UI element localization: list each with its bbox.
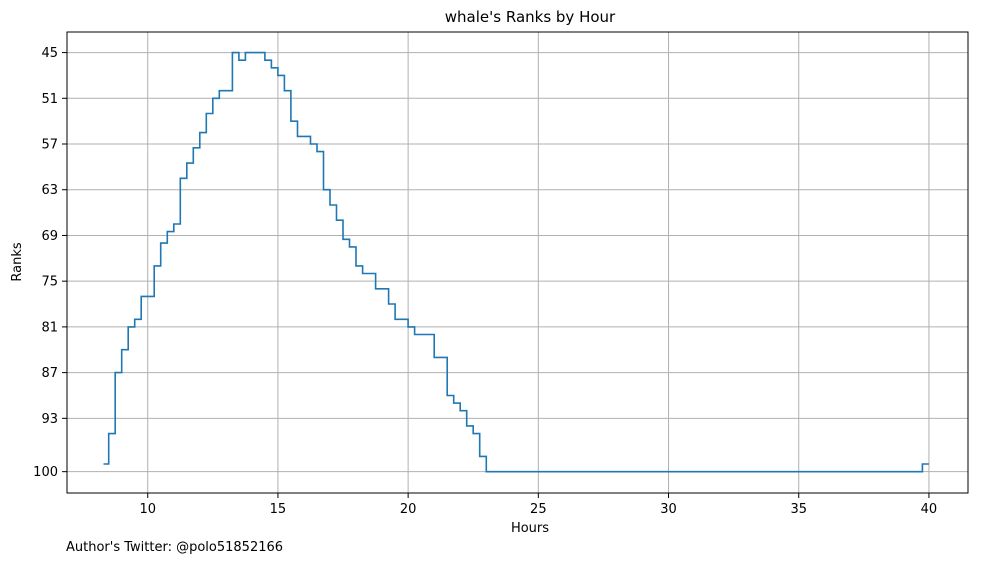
x-tick-label-15: 15 [270,502,287,517]
plot-frame [66,31,969,494]
grid [67,32,968,493]
x-axis: 10 15 20 25 30 35 40 [139,493,937,517]
x-tick-label-35: 35 [790,502,807,517]
y-tick-label-69: 69 [41,229,58,244]
y-tick-label-45: 45 [41,46,58,61]
chart-title: whale's Ranks by Hour [445,8,616,26]
y-tick-label-100: 100 [33,465,58,480]
x-tick-label-20: 20 [400,502,417,517]
x-tick-label-10: 10 [139,502,156,517]
series-line-ranks [103,51,929,473]
y-tick-label-51: 51 [41,92,58,107]
y-tick-label-57: 57 [41,138,58,153]
x-tick-label-40: 40 [921,502,938,517]
x-tick-label-25: 25 [530,502,547,517]
y-axis-label: Ranks [10,242,25,281]
y-axis: 45 51 57 63 69 75 81 87 93 100 [33,46,67,480]
x-tick-label-30: 30 [660,502,677,517]
author-credit: Author's Twitter: @polo51852166 [66,540,283,555]
y-tick-label-75: 75 [41,275,58,290]
y-tick-label-81: 81 [41,320,58,335]
y-tick-label-93: 93 [41,412,58,427]
y-tick-label-63: 63 [41,183,58,198]
x-axis-label: Hours [511,521,549,536]
y-tick-label-87: 87 [41,366,58,381]
